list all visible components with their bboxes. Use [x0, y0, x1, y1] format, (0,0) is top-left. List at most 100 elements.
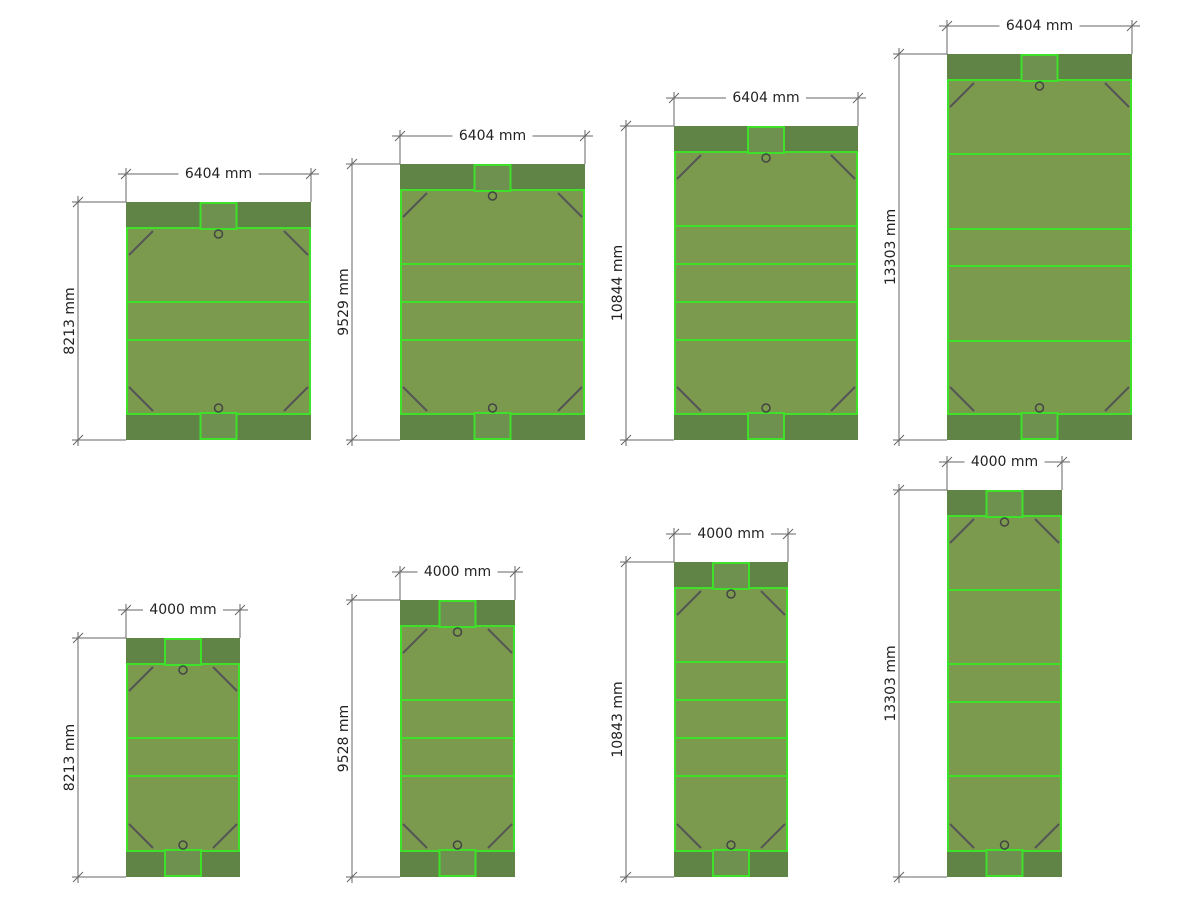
tank-panel: 4000 mm 8213 mm [62, 601, 248, 883]
dim-tick [893, 48, 905, 60]
dim-tick [1126, 20, 1138, 32]
dim-tick [941, 20, 953, 32]
tank-panel: 4000 mm 9528 mm [336, 563, 523, 883]
tank-panel: 6404 mm 13303 mm [883, 17, 1140, 446]
height-label: 9529 mm [336, 268, 352, 335]
brace [402, 823, 428, 849]
dim-tick [620, 120, 632, 132]
dim-tick [941, 456, 953, 468]
hatch [473, 164, 512, 192]
label-bg [726, 89, 806, 105]
port [999, 840, 1010, 850]
hatch [473, 412, 512, 440]
hatch [747, 412, 785, 440]
hatch [1020, 54, 1059, 82]
dim-tick [120, 168, 132, 180]
tank-body [126, 227, 311, 415]
dim-tick [620, 434, 632, 446]
port [726, 840, 736, 850]
port [1034, 403, 1045, 413]
hatch [985, 490, 1024, 518]
hatch [199, 412, 238, 440]
brace [128, 386, 154, 412]
height-label: 13303 mm [883, 209, 899, 285]
brace [1034, 518, 1060, 544]
brace [830, 154, 856, 180]
port [213, 403, 224, 413]
width-label: 6404 mm [185, 166, 252, 182]
dim-tick [668, 528, 680, 540]
brace [760, 823, 786, 849]
dim-tick [579, 130, 591, 142]
width-label: 4000 mm [971, 454, 1038, 470]
dim-tick [72, 434, 84, 446]
tank-panel: 6404 mm 10844 mm [610, 89, 866, 446]
brace [676, 590, 702, 616]
port [761, 153, 771, 163]
hatch [199, 202, 238, 230]
label-bg [964, 453, 1045, 469]
dim-tick [305, 168, 317, 180]
dim-tick [893, 434, 905, 446]
dim-tick [893, 484, 905, 496]
dim-tick [346, 594, 358, 606]
label-bg [452, 127, 533, 143]
tank-panel: 4000 mm 13303 mm [883, 453, 1070, 883]
dim-tick [394, 566, 406, 578]
dim-tick [72, 196, 84, 208]
dim-tick [620, 871, 632, 883]
brace [128, 230, 154, 256]
port [487, 403, 498, 413]
height-label: 10843 mm [610, 681, 626, 757]
tank-body [126, 663, 240, 852]
dim-tick [668, 92, 680, 104]
brace [949, 82, 975, 108]
width-label: 6404 mm [459, 128, 526, 144]
hatch [438, 849, 477, 877]
brace [402, 386, 428, 412]
brace [676, 823, 702, 849]
label-bg [691, 525, 771, 541]
dim-tick [72, 632, 84, 644]
width-label: 4000 mm [424, 564, 491, 580]
brace [1104, 386, 1130, 412]
dim-tick [120, 604, 132, 616]
brace [557, 192, 583, 218]
tank-body [674, 587, 788, 852]
dim-tick [1056, 456, 1068, 468]
port [1034, 81, 1045, 91]
port [726, 589, 736, 599]
port [452, 840, 463, 850]
label-bg [178, 165, 259, 181]
height-label: 9528 mm [336, 705, 352, 772]
brace [676, 154, 702, 180]
brace [128, 666, 154, 692]
height-label: 10844 mm [610, 245, 626, 321]
dim-tick [852, 92, 864, 104]
dim-tick [394, 130, 406, 142]
brace [949, 386, 975, 412]
width-label: 6404 mm [732, 90, 799, 106]
hatch [438, 600, 477, 628]
port [178, 840, 188, 850]
brace [830, 386, 856, 412]
hatch [164, 638, 202, 666]
tank-body [947, 515, 1062, 852]
label-bg [999, 17, 1080, 33]
height-label: 8213 mm [62, 287, 78, 354]
port [178, 665, 188, 675]
dim-tick [234, 604, 246, 616]
port [452, 627, 463, 637]
brace [212, 666, 238, 692]
dim-tick [346, 434, 358, 446]
brace [402, 192, 428, 218]
port [999, 517, 1010, 527]
brace [487, 628, 513, 654]
brace [487, 823, 513, 849]
hatch [1020, 412, 1059, 440]
brace [283, 230, 309, 256]
brace [760, 590, 786, 616]
brace [949, 823, 975, 849]
dim-tick [346, 871, 358, 883]
